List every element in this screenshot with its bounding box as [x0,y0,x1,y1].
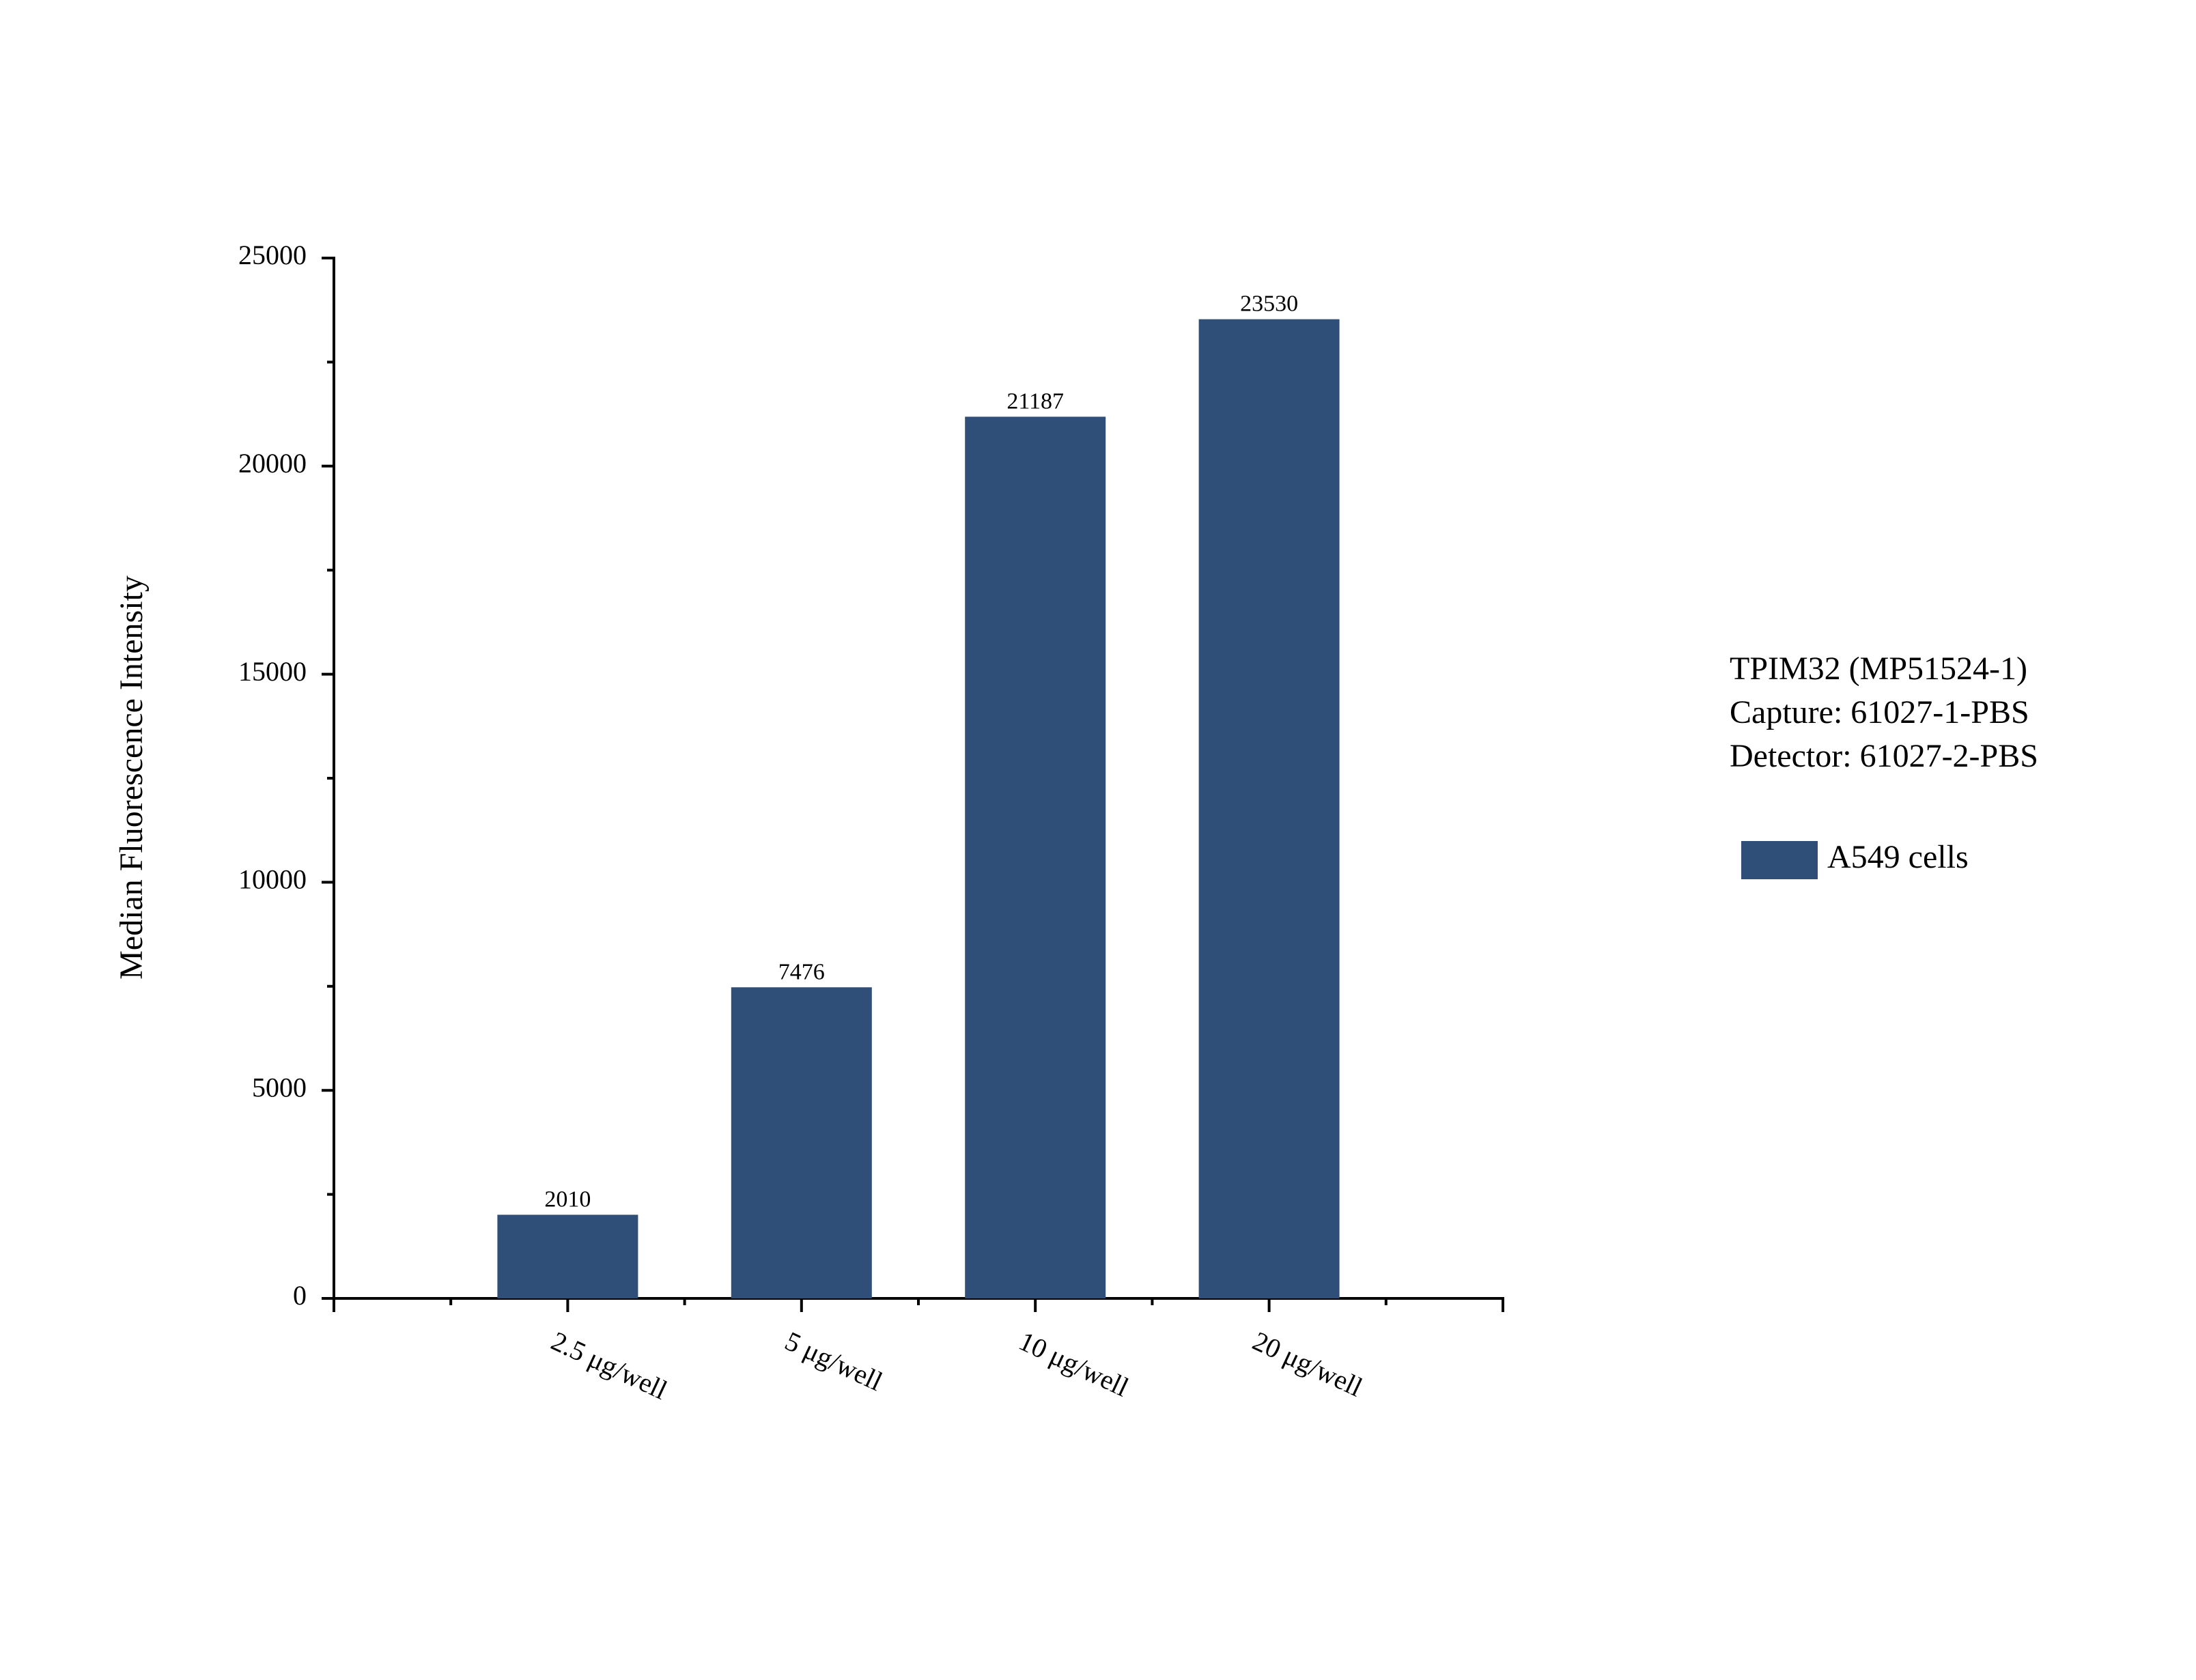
y-tick-label: 15000 [238,656,307,687]
bar [497,1214,638,1298]
value-label: 2010 [544,1186,591,1212]
value-label: 23530 [1240,291,1298,317]
legend-label: A549 cells [1827,839,1969,875]
annotation: Detector: 61027-2-PBS [1730,738,2038,774]
bar [731,987,872,1298]
y-axis-label: Median Fluorescence Intensity [113,575,150,980]
y-tick-label: 5000 [252,1072,307,1102]
value-label: 7476 [778,959,825,984]
y-tick-label: 0 [293,1280,307,1311]
y-tick-label: 20000 [238,448,307,479]
bar [1198,319,1340,1298]
x-tick-label: 10 μg/well [1014,1325,1133,1402]
bar [965,416,1106,1299]
x-tick-label: 2.5 μg/well [547,1325,672,1405]
annotation: Capture: 61027-1-PBS [1730,694,2029,730]
legend-swatch [1741,841,1818,879]
annotation: TPIM32 (MP51524-1) [1730,651,2027,687]
y-tick-label: 25000 [238,240,307,270]
y-tick-label: 10000 [238,864,307,895]
value-label: 21187 [1006,388,1064,414]
x-tick-label: 20 μg/well [1248,1325,1367,1402]
x-tick-label: 5 μg/well [780,1325,887,1397]
